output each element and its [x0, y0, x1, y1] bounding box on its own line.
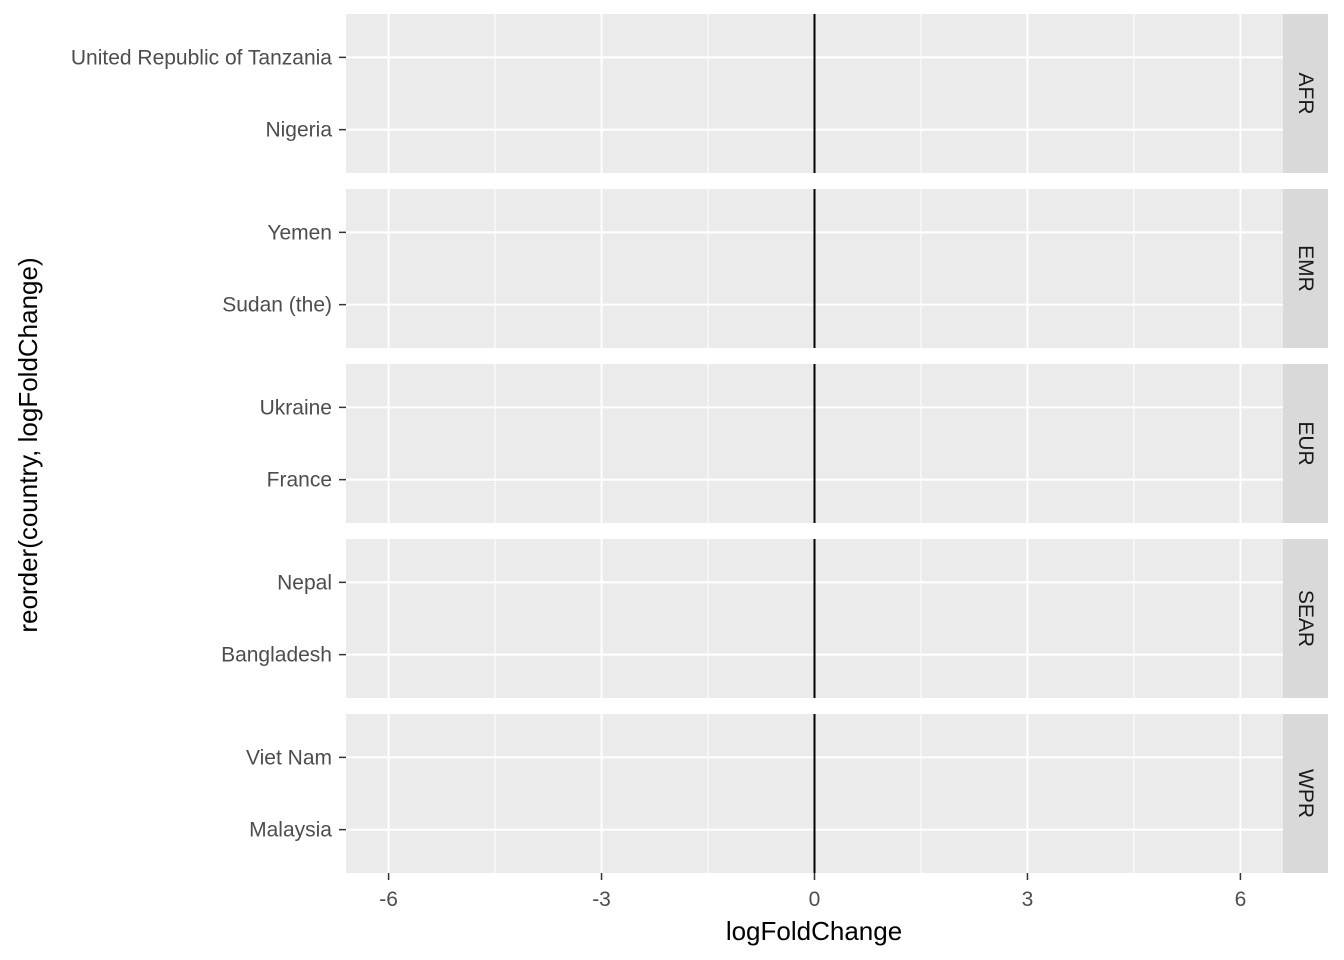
facet-eur: Ukraine France EUR — [260, 364, 1328, 523]
y-tick-label: Nepal — [277, 571, 332, 594]
y-tick-label: Bangladesh — [221, 644, 332, 667]
y-tick-label: Nigeria — [265, 119, 332, 142]
x-tick-label: -3 — [592, 888, 611, 911]
x-axis-title: logFoldChange — [726, 916, 902, 946]
y-axis-title: reorder(country, logFoldChange) — [13, 257, 43, 632]
y-tick-label: United Republic of Tanzania — [71, 46, 332, 69]
y-tick-label: Viet Nam — [246, 746, 332, 769]
y-tick-label: Yemen — [267, 221, 332, 244]
facet-strip-label: WPR — [1294, 769, 1317, 818]
facet-strip — [1283, 364, 1328, 523]
y-tick-label: Malaysia — [249, 819, 332, 842]
x-tick-label: -6 — [379, 888, 398, 911]
facet-sear: Nepal Bangladesh SEAR — [221, 539, 1328, 698]
x-tick-label: 0 — [809, 888, 821, 911]
facet-strip — [1283, 539, 1328, 698]
x-tick-label: 6 — [1235, 888, 1247, 911]
x-axis: -6 -3 0 3 6 — [379, 873, 1246, 911]
facet-strip — [1283, 714, 1328, 873]
facet-strip — [1283, 189, 1328, 348]
facet-emr: Yemen Sudan (the) EMR — [222, 189, 1328, 348]
facet-strip-label: EUR — [1294, 421, 1317, 465]
x-tick-label: 3 — [1022, 888, 1034, 911]
y-tick-label: France — [267, 469, 332, 492]
facet-afr: United Republic of Tanzania Nigeria AFR — [71, 14, 1328, 173]
facet-strip-label: AFR — [1294, 73, 1317, 115]
y-tick-label: Ukraine — [260, 396, 332, 419]
facet-panels: United Republic of Tanzania Nigeria AFR Yem… — [71, 14, 1328, 873]
facet-strip-label: SEAR — [1294, 590, 1317, 647]
facet-wpr: Viet Nam Malaysia WPR — [246, 714, 1328, 873]
facet-strip-label: EMR — [1294, 245, 1317, 292]
y-tick-label: Sudan (the) — [222, 294, 332, 317]
facet-strip — [1283, 14, 1328, 173]
